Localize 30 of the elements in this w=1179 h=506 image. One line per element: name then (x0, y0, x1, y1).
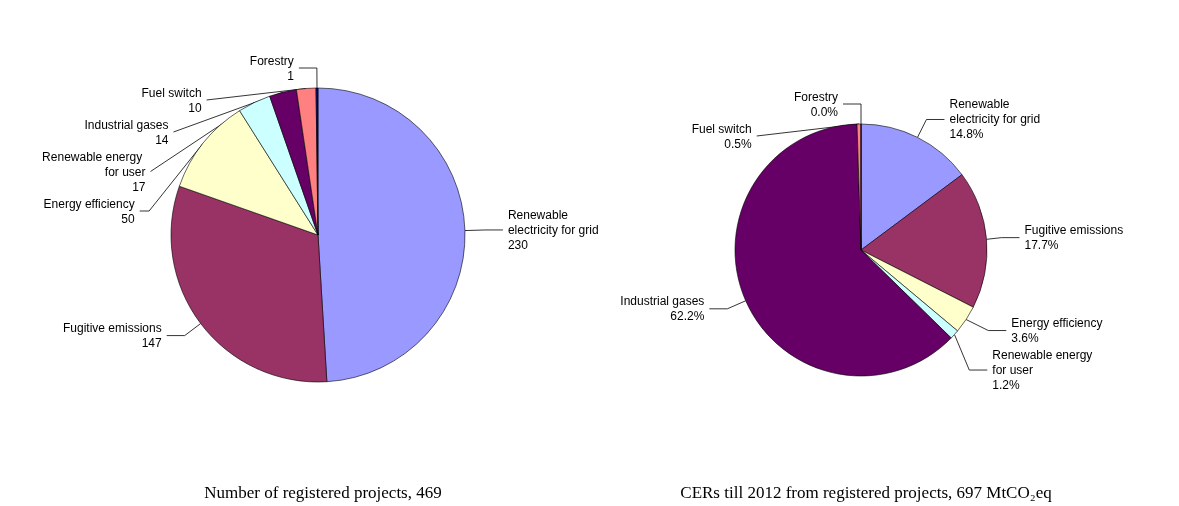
text: 0.0% (810, 104, 838, 119)
slice-label: Fugitive emissions (62, 321, 162, 336)
data-label: 14.8% (949, 127, 984, 142)
slice-label: Fugitive emissions (1024, 223, 1124, 238)
data-label: 17 (132, 179, 146, 194)
data-label: 3.6% (1011, 331, 1039, 346)
category-label: Forestry (793, 89, 838, 104)
data-label: 0.5% (724, 136, 753, 151)
data-label: 1 (287, 68, 295, 83)
slice-label: Renewable energy for user (42, 149, 146, 179)
data-label: 62.2% (670, 309, 705, 324)
data-label: 17.7% (1024, 238, 1059, 253)
slice-label: Industrial gases (84, 117, 169, 132)
slice-label: Energy efficiency (43, 196, 135, 211)
data-label: 50 (121, 211, 136, 226)
slice-label: Energy efficiency (1011, 316, 1103, 331)
data-label: 230 (507, 237, 529, 252)
slice-label: Industrial gases (620, 294, 705, 309)
slice-label: Forestry (249, 53, 294, 68)
text: Number of registered projects, 469 (204, 483, 442, 502)
data-label: 14 (155, 132, 169, 147)
text: CERs till 2012 from registered projects, 697 MtCO₂eq (680, 483, 1053, 502)
slice-label: Renewable energy for user (992, 348, 1096, 378)
slice-label: Fuel switch (141, 85, 202, 100)
data-label: 147 (141, 336, 163, 351)
data-label: 10 (188, 100, 202, 115)
slice-label: Renewable electricity for grid (949, 97, 1041, 127)
data-label: 1.2% (992, 378, 1020, 393)
slice-label: Renewable electricity for grid (507, 207, 599, 237)
slice-label: Fuel switch (691, 121, 752, 136)
